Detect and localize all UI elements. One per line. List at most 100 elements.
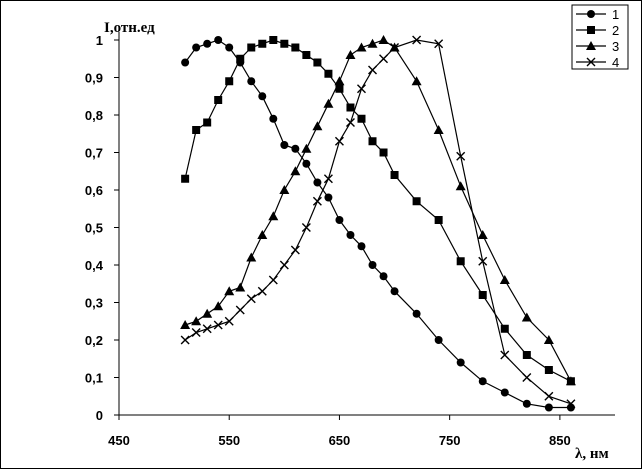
- data-point: [367, 38, 378, 48]
- data-point: [544, 403, 553, 412]
- data-point: [478, 291, 487, 299]
- data-point: [268, 211, 279, 221]
- data-point: [280, 39, 289, 48]
- data-point: [203, 118, 212, 127]
- x-tick-label: 550: [218, 433, 240, 448]
- y-tick-label: 0,1: [85, 371, 103, 386]
- series-line-4: [184, 39, 572, 405]
- data-point: [368, 65, 378, 75]
- data-point: [346, 103, 355, 112]
- x-tick-label: 450: [108, 433, 130, 448]
- data-point: [181, 174, 190, 183]
- legend-marker: [586, 57, 596, 67]
- data-point: [224, 286, 235, 296]
- y-tick-label: 0,5: [85, 221, 103, 236]
- legend-label: 3: [612, 39, 619, 54]
- data-point: [543, 335, 554, 344]
- data-point: [280, 141, 289, 149]
- data-point: [279, 185, 290, 194]
- data-point: [334, 76, 345, 86]
- data-point: [202, 324, 212, 334]
- legend-box: [571, 4, 629, 70]
- legend-item-1: 1: [576, 7, 619, 22]
- data-point: [379, 148, 388, 157]
- y-tick-label: 0,6: [85, 183, 103, 198]
- data-point: [522, 399, 531, 408]
- y-axis-title: I,отн.ед: [104, 20, 155, 36]
- y-tick-label: 0,8: [85, 108, 103, 123]
- series-4: [180, 35, 576, 409]
- data-point: [499, 275, 510, 284]
- data-point: [246, 294, 256, 304]
- data-point: [345, 50, 356, 59]
- data-point: [478, 377, 487, 386]
- data-point: [477, 230, 488, 239]
- data-point: [246, 252, 257, 262]
- legend-label: 4: [612, 55, 619, 70]
- data-point: [368, 261, 377, 269]
- data-point: [522, 351, 531, 359]
- data-point: [379, 272, 388, 281]
- data-point: [433, 125, 444, 134]
- data-point: [500, 324, 509, 333]
- series-2: [181, 36, 575, 386]
- data-point: [236, 54, 245, 63]
- data-point: [258, 39, 267, 48]
- data-point: [356, 84, 366, 94]
- data-point: [235, 282, 246, 292]
- data-point: [225, 77, 234, 86]
- data-point: [324, 69, 333, 78]
- x-tick-label: 850: [549, 433, 571, 448]
- y-tick-label: 0,2: [85, 333, 103, 348]
- data-point: [412, 309, 421, 318]
- x-tick-label: 750: [439, 433, 461, 448]
- data-point: [566, 399, 576, 409]
- data-point: [312, 121, 323, 131]
- data-point: [290, 166, 301, 176]
- data-point: [323, 174, 333, 184]
- data-point: [313, 178, 322, 187]
- data-point: [390, 287, 399, 296]
- y-tick-label: 0: [96, 408, 103, 423]
- data-point: [357, 242, 366, 251]
- data-point: [335, 84, 344, 93]
- data-point: [335, 216, 344, 224]
- data-point: [390, 43, 400, 52]
- data-point: [411, 76, 422, 86]
- data-point: [544, 366, 553, 374]
- data-point: [191, 328, 201, 337]
- data-point: [323, 98, 334, 108]
- series-line-3: [184, 39, 572, 382]
- series-1: [181, 36, 575, 412]
- data-point: [500, 350, 510, 360]
- data-point: [302, 51, 311, 59]
- y-tick-label: 1: [96, 33, 103, 48]
- data-point: [522, 373, 532, 382]
- series-line-1: [184, 39, 571, 409]
- y-tick-label: 0,4: [85, 258, 104, 273]
- data-point: [302, 159, 311, 168]
- data-point: [434, 216, 443, 224]
- data-point: [412, 35, 422, 45]
- data-point: [191, 316, 202, 326]
- data-point: [192, 126, 201, 134]
- data-point: [258, 92, 267, 101]
- data-point: [269, 36, 278, 44]
- legend-marker: [586, 41, 596, 50]
- y-tick-label: 0,9: [85, 71, 103, 86]
- data-point: [213, 320, 223, 330]
- data-point: [202, 308, 213, 318]
- legend-item-4: 4: [576, 55, 619, 70]
- data-point: [346, 231, 355, 239]
- x-tick-label: 650: [329, 433, 351, 448]
- data-point: [500, 388, 509, 397]
- data-point: [224, 316, 234, 326]
- y-tick-label: 0,7: [85, 146, 103, 161]
- legend-label: 1: [612, 7, 619, 22]
- data-point: [301, 223, 311, 232]
- data-point: [257, 286, 267, 296]
- data-point: [356, 42, 367, 52]
- data-point: [456, 151, 466, 161]
